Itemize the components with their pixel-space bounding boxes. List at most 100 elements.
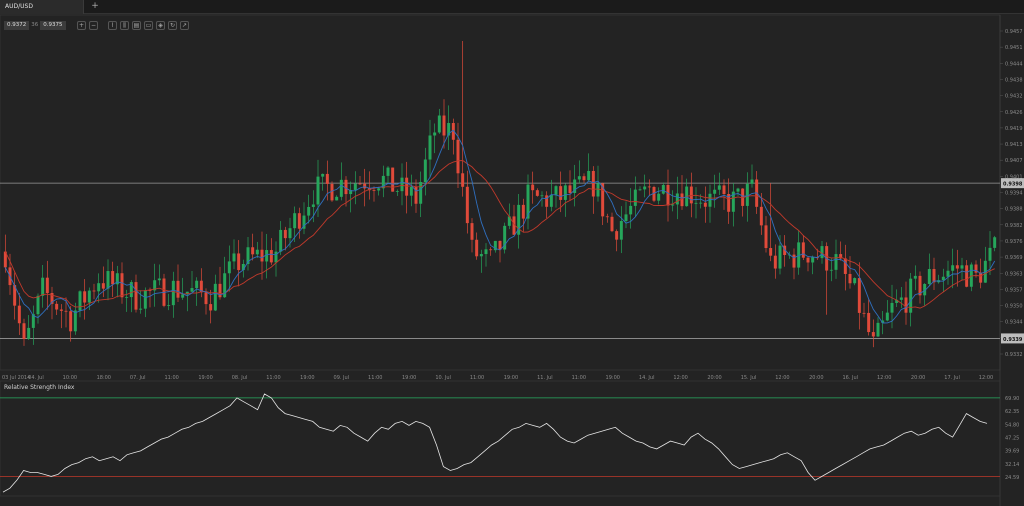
time-tick-label: 19:00 <box>198 375 212 381</box>
candle-body <box>951 265 954 271</box>
candle-body <box>475 240 478 257</box>
candle-body <box>536 190 539 196</box>
candle-body <box>331 184 334 200</box>
price-tick-label: 0.9438 <box>1005 77 1023 83</box>
candle-body <box>704 203 707 207</box>
time-tick-label: 12:00 <box>775 375 789 381</box>
candle-body <box>289 228 292 238</box>
candle-body <box>965 265 968 286</box>
candle-body <box>107 271 110 289</box>
candle-body <box>46 278 49 293</box>
candle-body <box>326 174 329 184</box>
candle-body <box>466 187 469 223</box>
candle-body <box>559 186 562 200</box>
candle-body <box>298 213 301 229</box>
time-tick-label: 18:00 <box>97 375 111 381</box>
candle-body <box>424 160 427 182</box>
candle-body <box>891 303 894 313</box>
candle-body <box>877 323 880 337</box>
candle-body <box>121 273 124 297</box>
candle-body <box>391 168 394 192</box>
time-tick-label: 03 Jul 2014 <box>2 375 30 381</box>
candle-body <box>615 231 618 240</box>
candle-body <box>872 332 875 336</box>
candle-body <box>65 311 68 312</box>
price-tick-label: 0.9413 <box>1005 142 1023 148</box>
price-pane-border <box>0 15 1000 370</box>
candle-body <box>195 281 198 288</box>
candle-body <box>811 257 814 262</box>
time-tick-label: 17. Jul <box>944 375 960 381</box>
candle-body <box>569 185 572 193</box>
price-tick-label: 0.9426 <box>1005 110 1023 116</box>
candle-body <box>863 313 866 314</box>
time-tick-label: 10:00 <box>63 375 77 381</box>
candle-body <box>293 213 296 228</box>
candle-body <box>807 258 810 263</box>
candle-body <box>23 323 26 339</box>
candle-body <box>662 185 665 194</box>
candle-body <box>849 274 852 283</box>
candle-body <box>583 176 586 180</box>
time-tick-label: 15. Jul <box>741 375 757 381</box>
time-tick-label: 04. Jul <box>28 375 44 381</box>
price-tick-label: 0.9332 <box>1005 352 1023 358</box>
candle-body <box>760 207 763 226</box>
candle-body <box>900 297 903 299</box>
rsi-tick-label: 54.80 <box>1005 422 1019 428</box>
rsi-title: Relative Strength Index <box>4 384 74 391</box>
candle-body <box>79 291 82 310</box>
candle-body <box>699 203 702 204</box>
candle-body <box>275 252 278 263</box>
candle-body <box>191 288 194 292</box>
time-tick-label: 11:00 <box>470 375 484 381</box>
candle-body <box>979 273 982 283</box>
moving-average-blue <box>5 130 994 323</box>
candle-body <box>765 225 768 248</box>
candle-body <box>158 279 161 281</box>
candle-body <box>550 195 553 207</box>
price-tick-label: 0.9382 <box>1005 223 1023 229</box>
candle-body <box>88 291 91 303</box>
time-tick-label: 09. Jul <box>334 375 350 381</box>
candle-body <box>676 193 679 204</box>
candle-body <box>69 311 72 331</box>
candle-body <box>629 206 632 215</box>
candle-body <box>933 269 936 282</box>
candle-body <box>261 250 264 262</box>
rsi-tick-label: 47.25 <box>1005 436 1019 442</box>
candle-body <box>564 185 567 200</box>
time-tick-label: 19:00 <box>606 375 620 381</box>
candle-body <box>55 304 58 310</box>
candle-body <box>18 306 21 324</box>
candle-body <box>928 269 931 284</box>
rsi-line <box>3 394 987 492</box>
candle-body <box>942 277 945 280</box>
candle-body <box>620 221 623 240</box>
level-label: 0.9339 <box>1003 337 1023 343</box>
candle-body <box>835 254 838 270</box>
candle-body <box>541 195 544 196</box>
candle-body <box>657 194 660 201</box>
candle-body <box>545 195 548 206</box>
candle-body <box>886 313 889 321</box>
price-tick-label: 0.9394 <box>1005 191 1023 197</box>
candle-body <box>340 180 343 197</box>
price-tick-label: 0.9407 <box>1005 158 1023 164</box>
candle-body <box>396 191 399 192</box>
candle-body <box>111 271 114 284</box>
candle-body <box>489 249 492 250</box>
candle-body <box>359 184 362 185</box>
price-tick-label: 0.9357 <box>1005 287 1023 293</box>
time-tick-label: 20:00 <box>911 375 925 381</box>
candle-body <box>312 204 315 207</box>
candle-body <box>214 284 217 311</box>
candle-body <box>387 168 390 176</box>
candle-body <box>419 182 422 204</box>
candle-body <box>671 204 674 205</box>
candle-body <box>769 248 772 256</box>
candle-body <box>172 281 175 305</box>
candle-body <box>457 140 460 174</box>
candle-body <box>555 186 558 195</box>
